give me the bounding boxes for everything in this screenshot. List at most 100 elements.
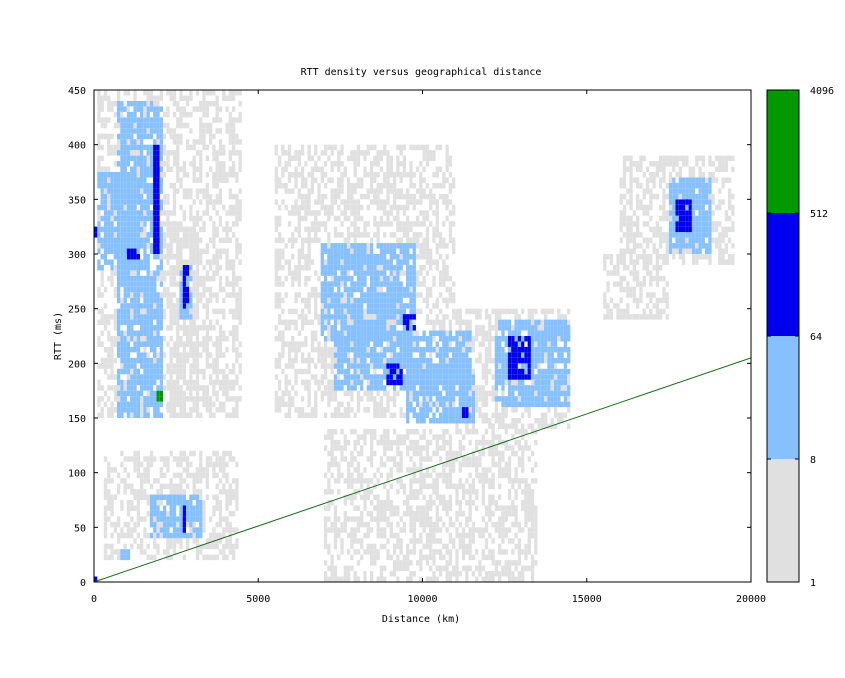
density-cell: [159, 248, 163, 254]
density-cell: [130, 111, 134, 118]
density-cell: [126, 90, 131, 96]
density-cell: [166, 161, 170, 167]
density-cell: [212, 467, 216, 473]
density-cell: [149, 319, 154, 326]
density-cell: [185, 243, 190, 249]
density-cell: [356, 368, 361, 375]
density-cell: [133, 412, 137, 418]
density-cell: [94, 232, 98, 238]
density-cell: [192, 489, 196, 495]
density-cell: [123, 308, 127, 315]
density-cell: [222, 374, 226, 380]
density-cell: [153, 95, 157, 101]
density-cell: [199, 510, 203, 517]
density-cell: [156, 319, 160, 326]
density-cell: [205, 538, 209, 544]
density-cell: [143, 243, 147, 249]
density-cell: [386, 357, 390, 364]
density-cell: [304, 336, 308, 342]
density-cell: [195, 193, 200, 200]
density-cell: [189, 450, 193, 457]
density-cell: [317, 314, 321, 320]
density-cell: [172, 341, 177, 347]
density-cell: [281, 396, 285, 402]
density-cell: [156, 352, 160, 358]
density-cell: [458, 308, 462, 315]
density-cell: [537, 352, 541, 358]
density-cell: [346, 199, 351, 205]
density-cell: [139, 144, 144, 151]
density-cell: [172, 472, 177, 479]
density-cell: [307, 308, 311, 315]
density-cell: [461, 396, 466, 402]
density-cell: [172, 368, 177, 375]
density-cell: [182, 292, 186, 298]
density-cell: [212, 177, 216, 183]
density-cell: [208, 237, 213, 244]
density-cell: [107, 494, 111, 500]
density-cell: [540, 330, 545, 336]
density-cell: [498, 412, 502, 418]
density-cell: [235, 248, 239, 254]
density-cell: [343, 341, 347, 347]
density-cell: [199, 352, 203, 358]
density-cell: [461, 412, 466, 418]
density-cell: [379, 341, 384, 347]
density-cell: [504, 374, 508, 380]
density-cell: [626, 308, 630, 315]
density-cell: [461, 357, 466, 364]
density-cell: [297, 346, 301, 353]
density-cell: [494, 330, 499, 336]
density-cell: [274, 297, 278, 304]
density-cell: [166, 516, 170, 522]
density-cell: [159, 401, 163, 408]
density-cell: [629, 270, 633, 276]
density-cell: [310, 336, 315, 342]
density-cell: [386, 248, 390, 254]
density-cell: [215, 346, 219, 353]
density-cell: [100, 357, 104, 364]
density-cell: [182, 281, 186, 287]
density-cell: [524, 352, 528, 358]
density-cell: [146, 292, 150, 298]
density-cell: [514, 314, 518, 320]
density-cell: [353, 232, 357, 238]
density-cell: [291, 396, 295, 402]
density-cell: [100, 292, 104, 298]
density-cell: [383, 264, 387, 271]
density-cell: [212, 494, 216, 500]
density-cell: [143, 379, 147, 386]
density-cell: [143, 128, 147, 134]
density-cell: [399, 357, 403, 364]
density-cell: [139, 264, 144, 271]
density-cell: [488, 352, 492, 358]
density-cell: [540, 308, 545, 315]
density-cell: [304, 161, 308, 167]
density-cell: [113, 226, 117, 233]
density-cell: [212, 275, 216, 282]
density-cell: [139, 150, 144, 156]
density-cell: [350, 341, 354, 347]
density-cell: [205, 341, 209, 347]
density-cell: [281, 248, 285, 254]
density-cell: [323, 341, 328, 347]
density-cell: [228, 188, 232, 194]
density-cell: [392, 232, 397, 238]
density-cell: [317, 352, 321, 358]
density-cell: [238, 117, 242, 123]
density-cell: [340, 161, 344, 167]
density-cell: [389, 161, 393, 167]
density-cell: [126, 172, 131, 178]
density-cell: [642, 193, 646, 200]
density-cell: [235, 527, 239, 533]
density-cell: [149, 188, 154, 194]
density-cell: [146, 543, 150, 550]
density-cell: [320, 264, 324, 271]
density-cell: [185, 237, 190, 244]
density-cell: [376, 254, 380, 260]
density-cell: [530, 346, 535, 353]
density-cell: [199, 248, 203, 254]
density-cell: [356, 161, 361, 167]
density-cell: [320, 199, 324, 205]
density-cell: [146, 336, 150, 342]
